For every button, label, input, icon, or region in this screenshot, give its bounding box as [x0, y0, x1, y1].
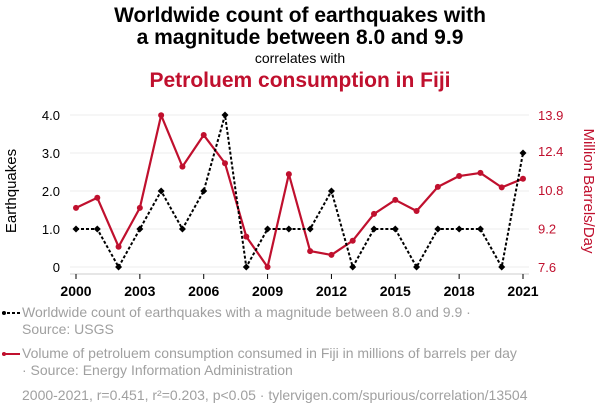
- y-tick-label-right: 12.4: [538, 144, 563, 159]
- x-tick-label: 2021: [507, 283, 538, 299]
- data-point-petroleum: [392, 196, 399, 203]
- legend-item-petroleum: Volume of petroluem consumption consumed…: [2, 345, 582, 379]
- data-point-earthquakes: [136, 225, 144, 233]
- data-point-petroleum: [434, 183, 441, 190]
- y-tick-label-right: 10.8: [538, 183, 563, 198]
- data-point-earthquakes: [306, 225, 314, 233]
- y-tick-label-left: 2.0: [42, 184, 60, 199]
- data-point-petroleum: [307, 248, 314, 255]
- y-axis-label-left: Earthquakes: [3, 149, 20, 233]
- series-line-earthquakes: [76, 114, 524, 271]
- y-axis-label-right: Million Barrels/Day: [580, 128, 597, 254]
- data-point-petroleum: [179, 163, 186, 170]
- data-point-petroleum: [94, 194, 101, 201]
- legend-text-line-2: · Source: Energy Information Administrat…: [22, 362, 293, 378]
- data-point-earthquakes: [349, 263, 357, 271]
- series-line-petroleum: [75, 114, 524, 269]
- data-point-earthquakes: [370, 225, 378, 233]
- data-point-earthquakes: [476, 225, 484, 233]
- y-tick-label-right: 13.9: [538, 108, 563, 123]
- data-point-petroleum: [136, 204, 143, 211]
- y-tick-label-right: 9.2: [538, 221, 556, 236]
- data-point-earthquakes: [200, 187, 208, 195]
- data-point-petroleum: [73, 204, 79, 211]
- data-point-petroleum: [115, 243, 122, 250]
- x-tick-label: 2015: [380, 283, 411, 299]
- data-point-petroleum: [222, 160, 228, 167]
- data-point-earthquakes: [93, 225, 101, 233]
- chart-title: Worldwide count of earthquakes with a ma…: [0, 5, 600, 49]
- chart-title-secondary: Petroluem consumption in Fiji: [149, 69, 451, 92]
- legend-item-earthquakes: Worldwide count of earthquakes with a ma…: [2, 304, 582, 338]
- data-point-petroleum: [328, 251, 335, 258]
- data-point-petroleum: [413, 208, 420, 215]
- data-point-petroleum: [243, 233, 250, 240]
- chart-subtitle: correlates with: [254, 50, 346, 66]
- legend-text-line-2: Source: USGS: [22, 321, 114, 337]
- legend-text-line-1: Volume of petroluem consumption consumed…: [22, 345, 517, 361]
- axes: 0 1.0 2.0 3.0 4.0 7.6 9.2 10.8 12.4 13.9 2000 2003 2…: [42, 108, 563, 299]
- data-point-petroleum: [456, 173, 463, 180]
- legend-swatch-solid: [2, 352, 20, 356]
- x-tick-label: 2018: [444, 283, 475, 299]
- x-tick-label: 2009: [252, 283, 283, 299]
- data-point-earthquakes: [285, 225, 293, 233]
- data-point-petroleum: [158, 112, 165, 119]
- data-point-petroleum: [285, 171, 292, 178]
- legend-text-line-1: Worldwide count of earthquakes with a ma…: [22, 304, 471, 320]
- footer-stats: 2000-2021, r=0.451, r²=0.203, p<0.05 · t…: [22, 387, 528, 403]
- gridlines: [70, 114, 529, 268]
- y-tick-label-left: 1.0: [42, 222, 60, 237]
- data-point-petroleum: [264, 264, 271, 270]
- y-tick-label-left: 3.0: [42, 146, 60, 161]
- data-point-earthquakes: [391, 225, 399, 233]
- data-point-earthquakes: [498, 263, 506, 271]
- data-point-earthquakes: [327, 187, 335, 195]
- y-tick-label-left: 4.0: [42, 108, 60, 123]
- data-point-petroleum: [477, 169, 484, 176]
- series-layer: [72, 111, 527, 271]
- data-point-earthquakes: [455, 225, 463, 233]
- x-tick-label: 2012: [316, 283, 347, 299]
- x-tick-label: 2000: [60, 283, 91, 299]
- title-line-2: a magnitude between 8.0 and 9.9: [136, 26, 464, 49]
- data-point-earthquakes: [178, 225, 186, 233]
- title-line-1: Worldwide count of earthquakes with: [114, 4, 486, 27]
- data-point-earthquakes: [519, 149, 527, 157]
- data-point-earthquakes: [242, 263, 250, 271]
- data-point-earthquakes: [413, 263, 421, 271]
- data-point-earthquakes: [221, 111, 229, 119]
- data-point-earthquakes: [434, 225, 442, 233]
- y-tick-label-right: 7.6: [538, 260, 556, 275]
- legend-swatch-dashed: [2, 311, 20, 315]
- data-point-petroleum: [520, 175, 526, 182]
- y-tick-label-left: 0: [53, 260, 60, 275]
- data-point-earthquakes: [264, 225, 272, 233]
- data-point-petroleum: [200, 132, 207, 139]
- x-tick-label: 2006: [188, 283, 219, 299]
- data-point-petroleum: [371, 210, 377, 217]
- data-point-earthquakes: [115, 263, 123, 271]
- data-point-petroleum: [349, 237, 356, 244]
- data-point-earthquakes: [72, 225, 80, 233]
- data-point-petroleum: [498, 184, 505, 191]
- data-point-earthquakes: [157, 187, 165, 195]
- x-tick-label: 2003: [124, 283, 155, 299]
